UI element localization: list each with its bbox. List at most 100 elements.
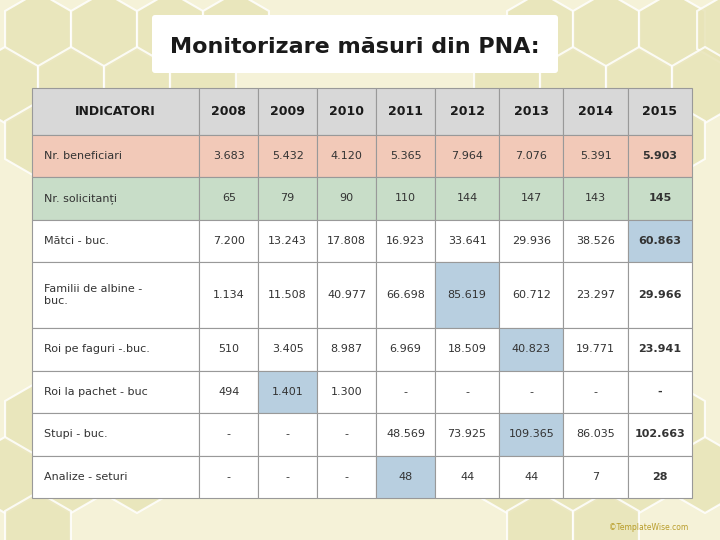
- Text: 60.712: 60.712: [512, 290, 551, 300]
- Bar: [564, 135, 628, 177]
- Bar: [199, 135, 258, 177]
- Text: Roi la pachet - buc: Roi la pachet - buc: [44, 387, 148, 397]
- Bar: [199, 177, 258, 220]
- Text: Nr. solicitanți: Nr. solicitanți: [44, 193, 117, 204]
- Text: -: -: [465, 387, 469, 397]
- Text: 65: 65: [222, 193, 235, 204]
- Bar: [32, 456, 199, 498]
- Text: 48.569: 48.569: [386, 429, 425, 439]
- Text: 5.365: 5.365: [390, 151, 421, 161]
- Bar: [32, 328, 199, 370]
- Bar: [564, 413, 628, 456]
- Bar: [628, 370, 692, 413]
- Text: 3.405: 3.405: [272, 345, 304, 354]
- Text: 17.808: 17.808: [327, 236, 366, 246]
- Polygon shape: [38, 437, 104, 513]
- Text: -: -: [529, 387, 534, 397]
- Text: 2014: 2014: [578, 105, 613, 118]
- Text: 23.941: 23.941: [639, 345, 681, 354]
- Text: 7.076: 7.076: [516, 151, 547, 161]
- Polygon shape: [0, 47, 38, 123]
- Bar: [258, 177, 317, 220]
- Polygon shape: [639, 382, 705, 458]
- Bar: [499, 328, 564, 370]
- Polygon shape: [38, 47, 104, 123]
- Text: 2010: 2010: [329, 105, 364, 118]
- Text: 5.903: 5.903: [642, 151, 678, 161]
- Text: 2012: 2012: [449, 105, 485, 118]
- Text: 7: 7: [592, 472, 599, 482]
- Polygon shape: [606, 47, 672, 123]
- Text: 4.120: 4.120: [330, 151, 363, 161]
- FancyBboxPatch shape: [152, 15, 558, 73]
- Polygon shape: [573, 0, 639, 68]
- Polygon shape: [474, 47, 540, 123]
- Bar: [32, 135, 199, 177]
- Text: 1.300: 1.300: [330, 387, 362, 397]
- Bar: [628, 456, 692, 498]
- Bar: [199, 220, 258, 262]
- Text: 11.508: 11.508: [269, 290, 307, 300]
- Bar: [199, 328, 258, 370]
- Text: 18.509: 18.509: [448, 345, 487, 354]
- Text: -: -: [403, 387, 408, 397]
- Text: 510: 510: [218, 345, 239, 354]
- Text: -: -: [286, 429, 289, 439]
- Text: 7.964: 7.964: [451, 151, 483, 161]
- Polygon shape: [639, 102, 705, 178]
- Text: 8.987: 8.987: [330, 345, 363, 354]
- Polygon shape: [672, 47, 720, 123]
- Bar: [564, 177, 628, 220]
- Text: 38.526: 38.526: [576, 236, 615, 246]
- Polygon shape: [540, 437, 606, 513]
- Text: 66.698: 66.698: [386, 290, 425, 300]
- Text: 2015: 2015: [642, 105, 678, 118]
- Bar: [317, 328, 376, 370]
- Bar: [628, 413, 692, 456]
- Polygon shape: [573, 492, 639, 540]
- Text: 109.365: 109.365: [508, 429, 554, 439]
- Bar: [435, 413, 499, 456]
- Bar: [376, 370, 435, 413]
- Bar: [376, 135, 435, 177]
- Text: Monitorizare măsuri din PNA:: Monitorizare măsuri din PNA:: [170, 37, 540, 57]
- Text: 144: 144: [456, 193, 477, 204]
- Polygon shape: [104, 47, 170, 123]
- Bar: [317, 370, 376, 413]
- Bar: [435, 262, 499, 328]
- Text: 60.863: 60.863: [639, 236, 681, 246]
- Polygon shape: [5, 0, 71, 68]
- Text: 494: 494: [218, 387, 240, 397]
- Text: 2008: 2008: [212, 105, 246, 118]
- Polygon shape: [606, 437, 672, 513]
- Bar: [499, 413, 564, 456]
- Text: 3.683: 3.683: [213, 151, 245, 161]
- Bar: [258, 370, 317, 413]
- Text: 19.771: 19.771: [576, 345, 615, 354]
- Text: INDICATORI: INDICATORI: [76, 105, 156, 118]
- Polygon shape: [5, 492, 71, 540]
- Bar: [499, 262, 564, 328]
- Text: 85.619: 85.619: [448, 290, 487, 300]
- Polygon shape: [71, 382, 137, 458]
- Bar: [317, 456, 376, 498]
- Polygon shape: [507, 382, 573, 458]
- Bar: [258, 135, 317, 177]
- Bar: [435, 88, 499, 135]
- Polygon shape: [573, 382, 639, 458]
- Text: 110: 110: [395, 193, 416, 204]
- Bar: [435, 370, 499, 413]
- Polygon shape: [639, 0, 705, 68]
- Polygon shape: [5, 102, 71, 178]
- Text: Mătci - buc.: Mătci - buc.: [44, 236, 109, 246]
- Text: 5.391: 5.391: [580, 151, 611, 161]
- Text: Nr. beneficiari: Nr. beneficiari: [44, 151, 122, 161]
- Text: 44: 44: [460, 472, 474, 482]
- Text: 73.925: 73.925: [448, 429, 487, 439]
- Text: 86.035: 86.035: [576, 429, 615, 439]
- Text: 16.923: 16.923: [386, 236, 425, 246]
- Bar: [258, 262, 317, 328]
- Bar: [32, 413, 199, 456]
- Text: 28: 28: [652, 472, 667, 482]
- Bar: [258, 328, 317, 370]
